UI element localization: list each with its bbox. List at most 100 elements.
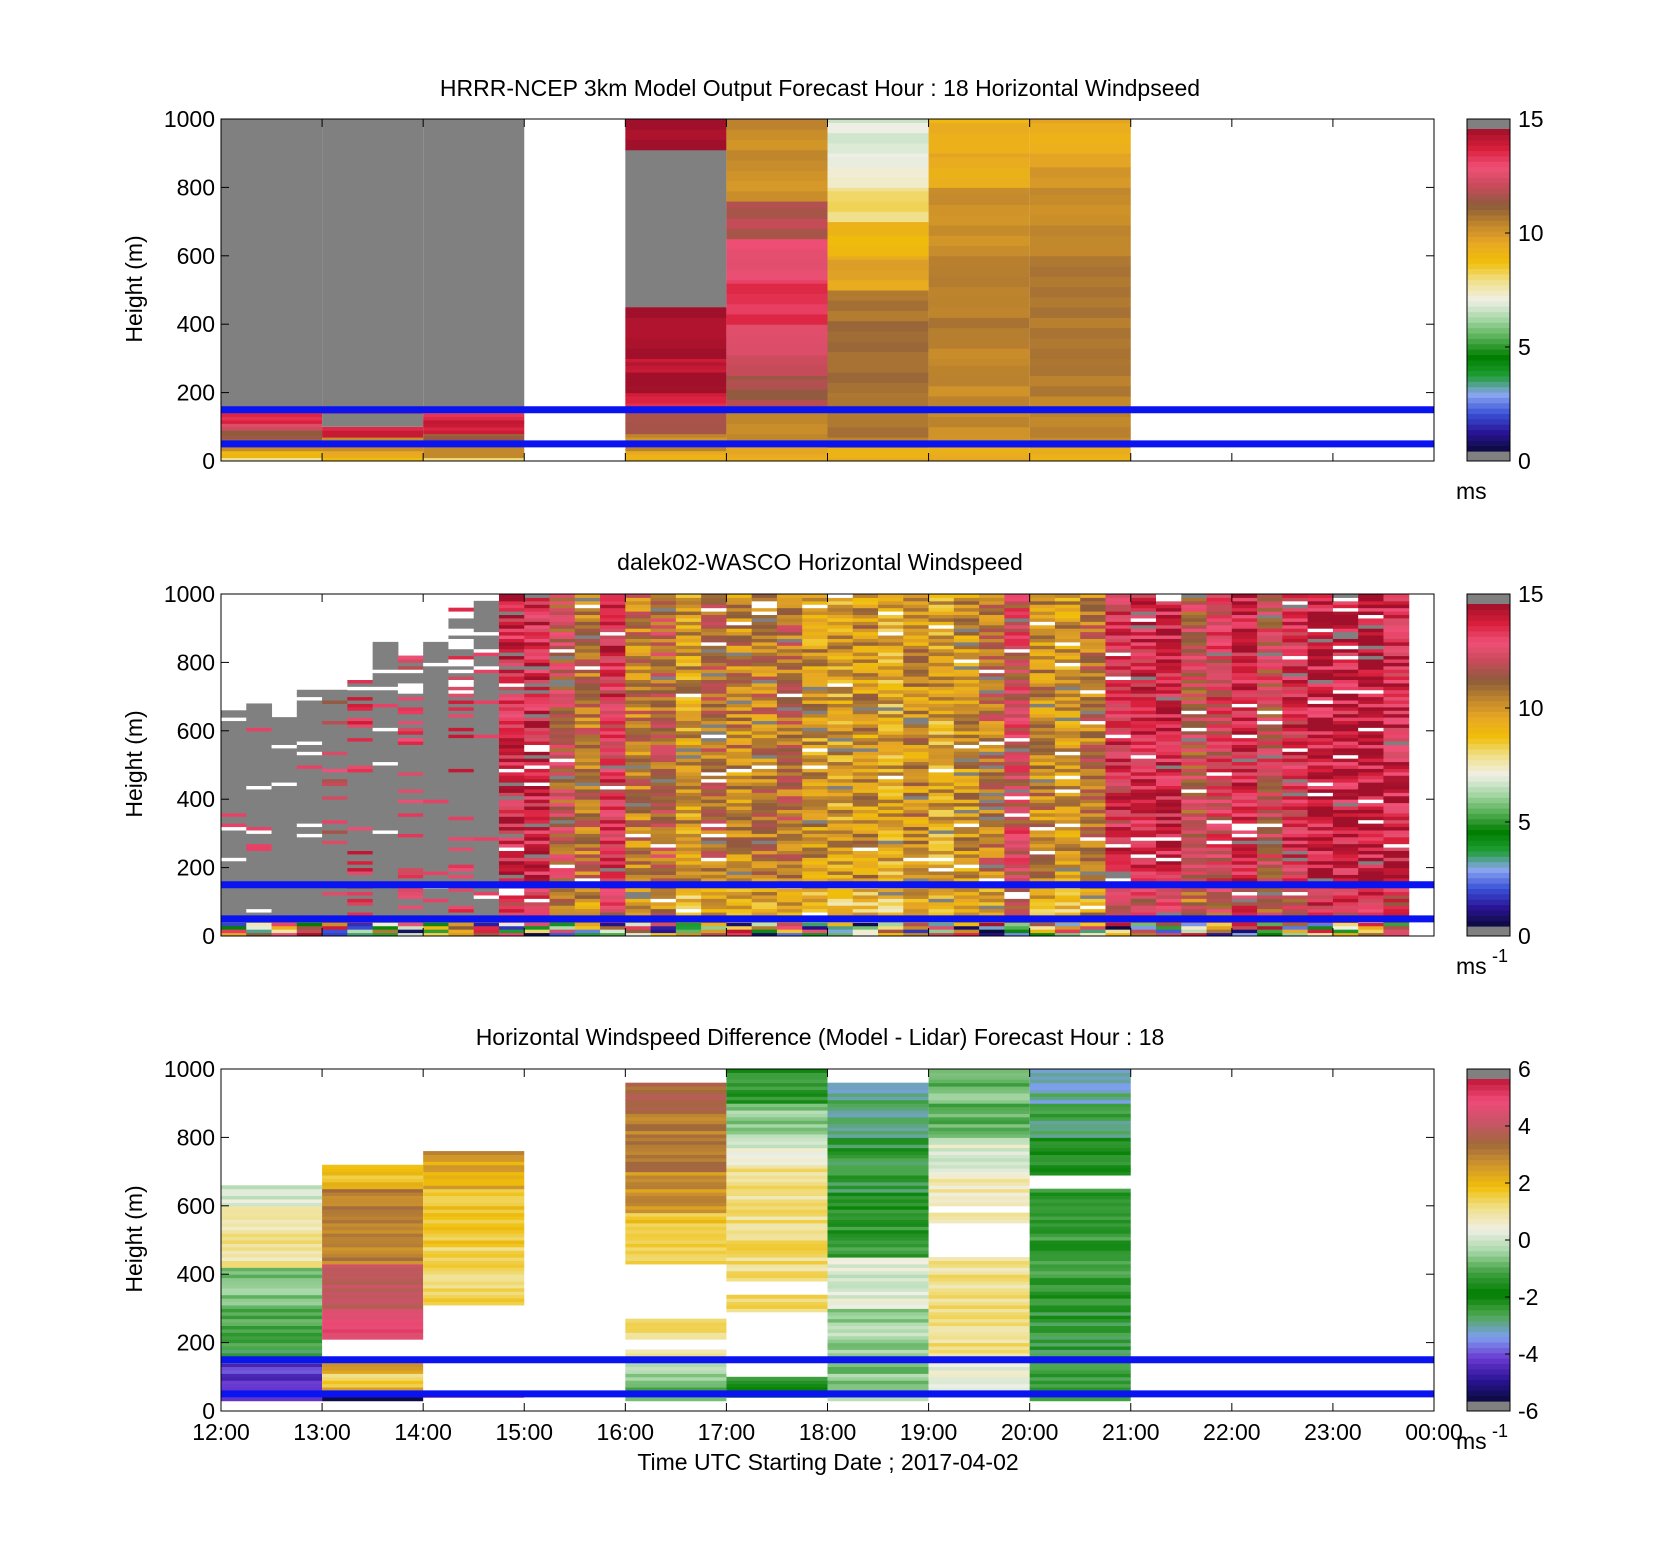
heatmap-cell [1307, 768, 1334, 773]
heatmap-cell [675, 806, 702, 810]
heatmap-cell [827, 686, 854, 691]
heatmap-cell [271, 860, 298, 865]
heatmap-cell [1156, 847, 1182, 851]
heatmap-cell [397, 658, 424, 663]
heatmap-cell [246, 877, 273, 882]
heatmap-cell [1004, 819, 1031, 824]
heatmap-cell [271, 761, 298, 766]
heatmap-cell [448, 676, 475, 680]
heatmap-cell [903, 799, 930, 804]
heatmap-cell [1080, 682, 1106, 687]
heatmap-cell [1383, 788, 1410, 793]
heatmap-cell [726, 905, 753, 910]
heatmap-cell [1105, 864, 1132, 869]
heatmap-cell [1332, 648, 1359, 653]
heatmap-cell [246, 706, 273, 711]
colorbar-segment [1467, 198, 1510, 205]
heatmap-cell [776, 785, 803, 790]
heatmap-cell [1181, 775, 1208, 780]
heatmap-cell [498, 864, 525, 869]
heatmap-cell [903, 631, 930, 636]
heatmap-cell [473, 723, 500, 728]
heatmap-cell [372, 689, 399, 694]
heatmap-cell [1130, 706, 1157, 711]
heatmap-cell [423, 710, 449, 715]
heatmap-cell [1080, 778, 1106, 783]
heatmap-cell [524, 700, 551, 704]
heatmap-cell [827, 727, 854, 732]
heatmap-cell [246, 754, 273, 759]
heatmap-cell [979, 925, 1005, 930]
heatmap-cell [1156, 812, 1182, 817]
heatmap-cell [524, 802, 551, 807]
heatmap-cell [1282, 785, 1309, 790]
heatmap-cell [1257, 908, 1283, 913]
heatmap-cell [675, 631, 702, 636]
heatmap-cell [776, 843, 803, 848]
heatmap-cell [1332, 682, 1359, 687]
heatmap-cell [953, 600, 980, 605]
heatmap-cell [928, 307, 1030, 318]
heatmap-cell [524, 765, 551, 769]
heatmap-cell [1029, 597, 1056, 602]
heatmap-cell [675, 686, 702, 691]
colorbar-segment [1467, 663, 1510, 669]
heatmap-cell [1029, 628, 1056, 633]
heatmap-cell [1156, 826, 1182, 831]
heatmap-cell [1105, 703, 1132, 708]
heatmap-cell [1029, 788, 1056, 793]
heatmap-cell [827, 799, 854, 804]
heatmap-cell [953, 617, 980, 622]
heatmap-cell [802, 894, 828, 899]
heatmap-cell [1332, 645, 1359, 650]
heatmap-cell [852, 614, 879, 619]
heatmap-cell [473, 638, 500, 643]
heatmap-cell [726, 344, 828, 356]
heatmap-cell [751, 826, 778, 831]
heatmap-cell [726, 447, 828, 452]
heatmap-cell [448, 741, 475, 745]
heatmap-cell [246, 840, 273, 845]
heatmap-cell [1004, 792, 1031, 797]
heatmap-cell [1156, 693, 1182, 698]
heatmap-cell [1206, 658, 1233, 663]
heatmap-cell [1181, 761, 1208, 766]
heatmap-cell [1054, 706, 1081, 711]
heatmap-cell [423, 457, 525, 462]
heatmap-cell [574, 932, 601, 937]
heatmap-cell [827, 672, 854, 677]
heatmap-cell [903, 908, 930, 913]
heatmap-cell [827, 648, 854, 653]
heatmap-cell [322, 912, 348, 916]
colorbar-segment [1467, 641, 1510, 648]
heatmap-cell [953, 645, 980, 650]
heatmap-cell [979, 594, 1005, 598]
heatmap-cell [347, 710, 374, 715]
heatmap-cell [701, 898, 727, 903]
heatmap-cell [1004, 700, 1031, 704]
heatmap-cell [802, 857, 828, 862]
heatmap-cell [650, 765, 677, 769]
heatmap-cell [448, 799, 475, 804]
heatmap-cell [1054, 747, 1081, 752]
heatmap-cell [979, 669, 1005, 674]
heatmap-cell [246, 778, 273, 783]
heatmap-cell [1156, 727, 1182, 732]
heatmap-cell [625, 877, 652, 882]
heatmap-cell [397, 894, 424, 899]
heatmap-cell [1307, 898, 1334, 903]
heatmap-cell [1282, 768, 1309, 773]
heatmap-cell [423, 730, 449, 735]
heatmap-cell [1282, 809, 1309, 814]
heatmap-cell [246, 819, 273, 824]
heatmap-cell [600, 617, 626, 622]
heatmap-cell [1307, 604, 1334, 609]
heatmap-cell [1029, 905, 1056, 910]
heatmap-cell [1282, 693, 1309, 698]
heatmap-cell [1080, 877, 1106, 882]
heatmap-cell [903, 864, 930, 869]
heatmap-cell [878, 706, 904, 711]
heatmap-cell [473, 853, 500, 858]
heatmap-cell [1130, 696, 1157, 701]
heatmap-cell [827, 624, 854, 629]
